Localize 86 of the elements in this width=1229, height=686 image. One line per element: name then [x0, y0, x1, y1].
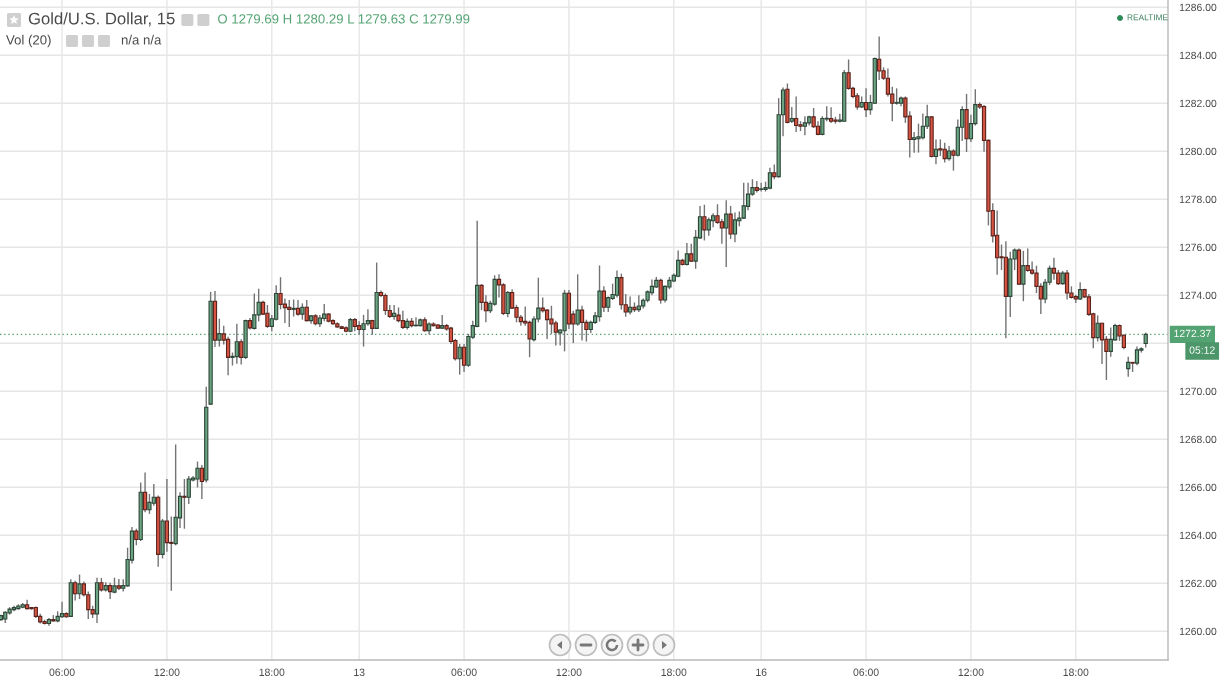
candlestick — [1021, 250, 1026, 302]
candlestick — [920, 112, 925, 141]
candlestick — [225, 336, 231, 377]
candlestick — [182, 478, 187, 530]
x-tick-label: 18:00 — [1063, 668, 1089, 676]
y-tick-label: 1274.00 — [1179, 291, 1217, 300]
candlestick — [357, 320, 362, 336]
x-tick-label: 06:00 — [451, 668, 477, 676]
candlestick — [724, 199, 729, 268]
x-tick-label: 18:00 — [259, 668, 285, 676]
candlestick — [195, 460, 200, 489]
candlestick — [234, 323, 239, 365]
candlestick — [933, 138, 939, 165]
y-tick-label: 1278.00 — [1179, 195, 1217, 204]
candlestick — [304, 299, 309, 323]
y-tick-label: 1264.00 — [1179, 531, 1217, 540]
y-tick-label: 1284.00 — [1179, 51, 1217, 60]
y-tick-label: 1286.00 — [1179, 3, 1217, 12]
candlestick — [942, 142, 947, 164]
candlestick — [461, 343, 467, 373]
x-tick-label: 06:00 — [49, 668, 75, 676]
candlestick — [544, 308, 550, 340]
candlestick — [759, 181, 764, 193]
candlestick — [553, 319, 558, 347]
annotation: Vol (20) — [6, 34, 51, 48]
candlestick — [383, 292, 388, 316]
y-tick-label: 1270.00 — [1179, 387, 1217, 396]
candlestick — [706, 216, 711, 237]
annotation: O 1279.69 H 1280.29 L 1279.63 C 1279.99 — [218, 14, 470, 24]
x-tick-label: 13 — [354, 668, 365, 676]
candlestick — [1051, 257, 1057, 281]
candlestick — [505, 290, 510, 318]
candlestick — [252, 292, 257, 331]
candlestick — [1095, 314, 1100, 343]
x-tick-label: 12:00 — [958, 668, 984, 676]
text: Gold/U.S. Dollar, 15 — [28, 12, 175, 27]
candlestick — [732, 211, 738, 243]
candlestick — [877, 35, 882, 81]
candlestick — [579, 305, 585, 342]
y-tick-label: 1260.00 — [1179, 627, 1217, 636]
y-tick-label: 1282.00 — [1179, 99, 1217, 108]
candlestick — [1025, 247, 1030, 273]
candlestick — [151, 483, 156, 507]
candlestick — [614, 269, 620, 299]
y-tick-label: 1276.00 — [1179, 243, 1217, 252]
x-tick-label: 12:00 — [556, 668, 582, 676]
x-tick-label: 06:00 — [853, 668, 879, 676]
candlestick — [627, 295, 633, 316]
candlestick — [658, 277, 663, 305]
candlestick — [676, 249, 681, 278]
candlestick — [73, 580, 78, 602]
candlestick — [265, 304, 270, 329]
annotation: REALTIME — [1127, 14, 1168, 21]
candlestick — [911, 131, 917, 154]
annotation: n/a n/a — [121, 34, 162, 45]
candlestick — [702, 204, 707, 242]
candlestick — [116, 578, 121, 591]
candlestick — [365, 308, 371, 327]
candlestick — [1099, 322, 1105, 365]
candlestick — [282, 297, 288, 324]
candlestick — [794, 95, 799, 133]
x-tick-label: 12:00 — [154, 668, 180, 676]
y-tick-label: 1262.00 — [1179, 579, 1217, 588]
candlestick — [77, 573, 82, 600]
y-tick-label: 1268.00 — [1179, 435, 1217, 444]
candlestick — [951, 148, 956, 172]
candlestick — [1134, 345, 1140, 366]
candlestick — [164, 478, 170, 553]
candlestick — [287, 299, 292, 328]
text: 05:12 — [1189, 346, 1215, 354]
candlestick — [995, 209, 1000, 276]
y-tick-label: 1280.00 — [1179, 147, 1217, 156]
candlestick — [217, 318, 222, 348]
candlestick — [636, 294, 641, 313]
candlestick — [199, 464, 205, 500]
x-tick-label: 16 — [756, 668, 767, 676]
candlestick — [719, 218, 724, 245]
candlestick — [186, 475, 191, 505]
ref-line-label: 1272.37 — [1174, 329, 1211, 338]
y-tick-label: 1266.00 — [1179, 483, 1217, 492]
candlestick — [1108, 326, 1113, 358]
candlestick — [1126, 355, 1131, 378]
candlestick — [142, 471, 148, 513]
x-tick-label: 18:00 — [661, 668, 687, 676]
candlestick — [457, 343, 462, 376]
candlestick — [59, 600, 65, 619]
